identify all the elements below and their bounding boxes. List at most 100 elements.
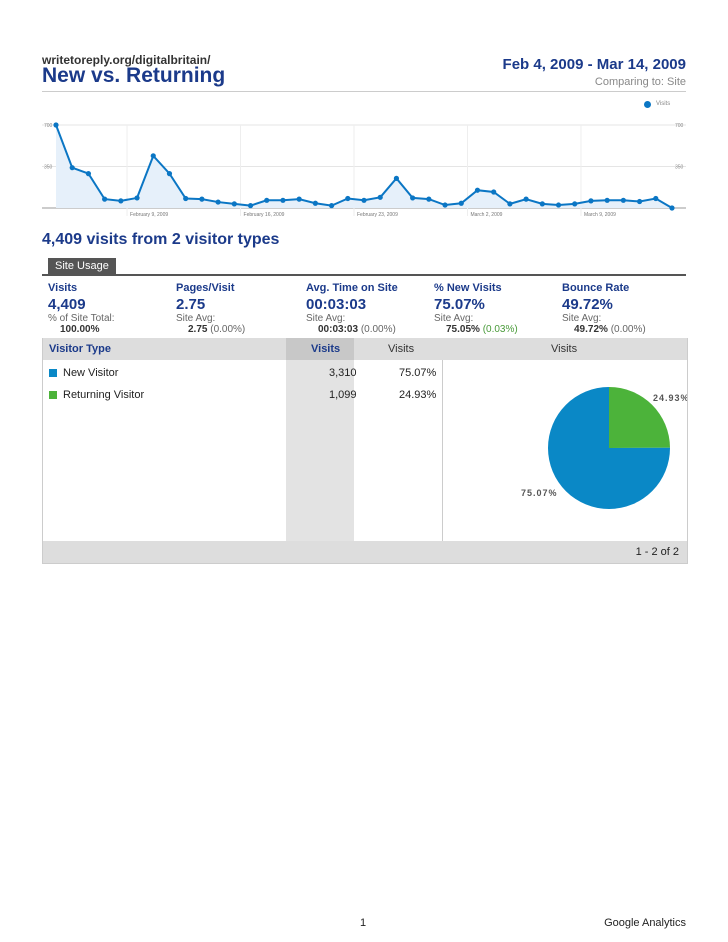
metric-sub: Site Avg:	[434, 313, 474, 324]
data-point[interactable]	[653, 195, 659, 202]
data-point[interactable]	[377, 194, 383, 200]
pie-label: 24.93%	[653, 393, 687, 403]
data-point[interactable]	[312, 200, 318, 206]
data-point[interactable]	[442, 202, 448, 208]
report-title: New vs. Returning	[42, 64, 226, 87]
header-visits-pct: Visits	[388, 343, 415, 355]
metric-label[interactable]: Pages/Visit	[176, 282, 235, 294]
data-point[interactable]	[85, 171, 92, 177]
legend-dot-icon	[644, 101, 651, 108]
returning-visitor-swatch-icon	[49, 391, 57, 399]
header-visitor-type[interactable]: Visitor Type	[49, 343, 111, 355]
data-point[interactable]	[247, 203, 254, 209]
metric-label[interactable]: Visits	[48, 282, 78, 294]
metric-site-avg: 49.72%	[574, 324, 608, 335]
y-tick-label-left: 700	[44, 123, 53, 129]
pie-label: 75.07%	[521, 488, 558, 498]
y-tick-label-left: 350	[44, 165, 53, 171]
data-point[interactable]	[102, 196, 108, 202]
data-point[interactable]	[199, 196, 205, 202]
data-point[interactable]	[523, 196, 529, 202]
metric-pct: (0.00%)	[610, 324, 646, 335]
metric-visits: Visits 4,409 % of Site Total: 100.00%	[48, 282, 176, 335]
visits-line-chart: February 9, 2009 February 16, 2009 Februar…	[42, 122, 686, 218]
x-tick-label: March 2, 2009	[470, 212, 502, 218]
data-point[interactable]	[183, 195, 189, 202]
legend-label: Visits	[656, 101, 671, 107]
metric-site-avg: 00:03:03	[318, 324, 359, 335]
metric-sub2: 49.72% (0.00%)	[562, 324, 690, 335]
data-point[interactable]	[410, 195, 416, 201]
data-point[interactable]	[280, 197, 286, 203]
metric-sub: Site Avg:	[562, 313, 602, 324]
data-point[interactable]	[215, 199, 221, 205]
data-point[interactable]	[458, 200, 464, 206]
header-visits-chart: Visits	[551, 343, 578, 355]
visitor-pie-chart: 24.93% 75.07%	[521, 387, 687, 509]
data-point[interactable]	[69, 165, 75, 171]
data-point[interactable]	[474, 187, 481, 193]
data-point[interactable]	[150, 153, 156, 159]
data-point[interactable]	[555, 202, 562, 208]
metric-new-visits: % New Visits 75.07% Site Avg: 75.05% (0.…	[434, 282, 562, 335]
pagination-label: 1 - 2 of 2	[635, 546, 679, 558]
metric-pct: (0.00%)	[360, 324, 396, 335]
data-point[interactable]	[296, 196, 302, 202]
metric-pct: (0.03%)	[482, 324, 518, 335]
data-point[interactable]	[669, 205, 675, 211]
tab-site-usage[interactable]: Site Usage	[48, 258, 116, 274]
metrics-panel: Visits 4,409 % of Site Total: 100.00% Pa…	[42, 274, 686, 341]
data-point[interactable]	[539, 201, 545, 207]
metric-sub: Site Avg:	[176, 313, 216, 324]
table-row[interactable]: Returning Visitor 1,099 24.93%	[43, 385, 443, 405]
metric-value: 49.72%	[562, 296, 613, 313]
metric-sub: Site Avg:	[306, 313, 346, 324]
data-point[interactable]	[328, 203, 335, 209]
metric-value: 00:03:03	[306, 296, 367, 313]
row-label[interactable]: Returning Visitor	[63, 389, 145, 401]
data-point[interactable]	[620, 197, 626, 203]
page-number: 1	[360, 917, 367, 929]
date-range[interactable]: Feb 4, 2009 - Mar 14, 2009	[502, 56, 686, 73]
visits-column-highlight	[286, 338, 354, 541]
metric-value: 75.07%	[434, 296, 485, 313]
data-point[interactable]	[636, 198, 643, 205]
data-point[interactable]	[361, 197, 367, 203]
metric-label[interactable]: Bounce Rate	[562, 282, 630, 294]
pie-slice[interactable]	[609, 387, 670, 448]
data-point[interactable]	[166, 171, 173, 177]
pie-slice[interactable]	[548, 387, 670, 509]
data-point[interactable]	[588, 198, 594, 204]
row-pct: 24.93%	[399, 389, 437, 401]
visits-headline: 4,409 visits from 2 visitor types	[42, 231, 280, 248]
data-point[interactable]	[231, 201, 237, 207]
data-point[interactable]	[134, 195, 140, 201]
data-point[interactable]	[53, 122, 59, 128]
metric-sub2: 2.75 (0.00%)	[176, 324, 304, 335]
data-point[interactable]	[507, 201, 513, 207]
table-footer: 1 - 2 of 2	[43, 541, 687, 563]
header-divider	[42, 91, 686, 92]
x-tick-label: February 16, 2009	[244, 212, 285, 218]
x-tick-label: February 23, 2009	[357, 212, 398, 218]
metric-label[interactable]: Avg. Time on Site	[306, 282, 398, 294]
data-point[interactable]	[393, 175, 400, 181]
y-tick-label-right: 700	[675, 123, 684, 129]
data-point[interactable]	[118, 198, 124, 204]
data-point[interactable]	[264, 197, 270, 203]
data-point[interactable]	[604, 197, 610, 203]
x-tick-label: February 9, 2009	[130, 212, 168, 218]
data-point[interactable]	[491, 189, 497, 195]
data-point[interactable]	[426, 196, 432, 202]
metric-sub2: 00:03:03 (0.00%)	[306, 324, 434, 335]
metric-label[interactable]: % New Visits	[434, 282, 502, 294]
table-row[interactable]: New Visitor 3,310 75.07%	[43, 363, 443, 383]
row-visits: 3,310	[329, 367, 357, 379]
site-url: writetoreply.org/digitalbritain/	[42, 53, 211, 67]
data-point[interactable]	[572, 201, 578, 207]
header-visits[interactable]: Visits	[311, 343, 341, 355]
data-point[interactable]	[345, 195, 351, 202]
row-label[interactable]: New Visitor	[63, 367, 119, 379]
metric-sub: % of Site Total:	[48, 313, 115, 324]
new-visitor-swatch-icon	[49, 369, 57, 377]
